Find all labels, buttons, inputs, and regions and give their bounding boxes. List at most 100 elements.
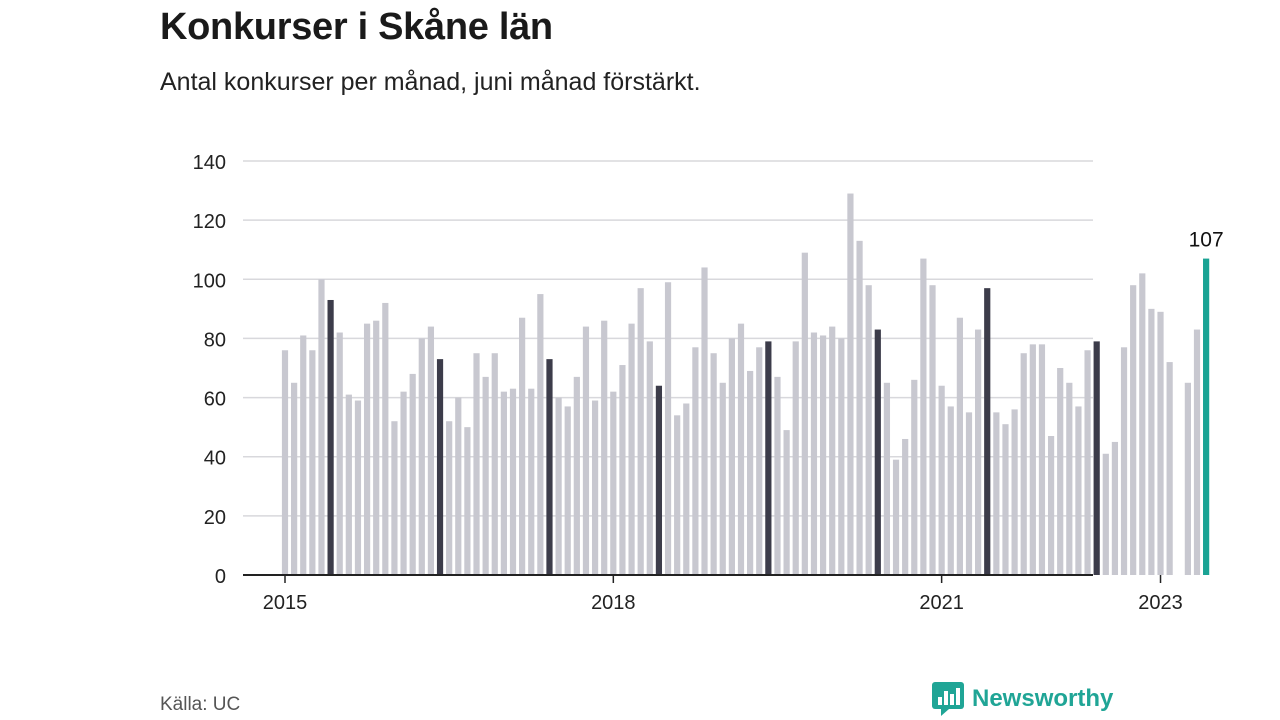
bar bbox=[883, 382, 891, 575]
y-tick-label: 40 bbox=[204, 448, 226, 470]
bar bbox=[610, 391, 617, 575]
y-tick-label: 100 bbox=[193, 270, 226, 292]
bar bbox=[628, 323, 635, 575]
bar bbox=[1148, 308, 1155, 575]
value-annotation: 107 bbox=[1189, 229, 1224, 252]
bar bbox=[1066, 382, 1073, 575]
bar bbox=[601, 320, 608, 575]
bar bbox=[528, 388, 535, 575]
bar bbox=[1038, 344, 1046, 575]
bar bbox=[965, 412, 973, 575]
bar bbox=[1075, 406, 1082, 575]
bar bbox=[728, 338, 735, 575]
bar bbox=[838, 338, 845, 575]
x-tick-label: 2023 bbox=[1138, 592, 1183, 614]
bar bbox=[701, 267, 708, 575]
bar bbox=[409, 373, 416, 575]
bar bbox=[956, 317, 963, 575]
bar bbox=[391, 421, 398, 575]
bar bbox=[874, 329, 881, 575]
bar bbox=[1057, 368, 1064, 575]
bar bbox=[546, 359, 553, 575]
bar bbox=[1093, 341, 1100, 575]
bar bbox=[1084, 350, 1091, 575]
bar bbox=[1102, 453, 1109, 575]
bar bbox=[619, 365, 626, 575]
bar bbox=[747, 370, 754, 575]
bar bbox=[345, 394, 352, 575]
bar bbox=[783, 430, 790, 575]
x-tick-label: 2018 bbox=[591, 592, 636, 614]
bar bbox=[847, 193, 854, 575]
bar bbox=[810, 332, 818, 575]
bar bbox=[509, 388, 517, 575]
bar bbox=[1139, 273, 1146, 575]
chart-subtitle: Antal konkurser per månad, juni månad fö… bbox=[160, 68, 701, 96]
bar bbox=[719, 382, 726, 575]
y-tick-label: 80 bbox=[204, 329, 226, 351]
y-tick-label: 20 bbox=[204, 507, 226, 529]
bar bbox=[336, 332, 343, 575]
bar bbox=[892, 459, 900, 575]
bar bbox=[1157, 311, 1164, 575]
chart-title: Konkurser i Skåne län bbox=[160, 6, 553, 48]
bar bbox=[801, 252, 808, 575]
bar bbox=[975, 329, 982, 575]
source-note: Källa: UC bbox=[160, 694, 241, 715]
bar bbox=[473, 353, 480, 575]
bar bbox=[792, 341, 799, 575]
newsworthy-brand[interactable]: Newsworthy bbox=[932, 682, 1113, 716]
bar bbox=[1020, 353, 1027, 575]
bar bbox=[281, 350, 289, 575]
bar bbox=[1011, 409, 1018, 575]
bar bbox=[911, 379, 918, 575]
bar bbox=[318, 279, 325, 575]
bar bbox=[938, 385, 945, 575]
bar bbox=[902, 438, 909, 575]
bar bbox=[664, 282, 672, 575]
bar bbox=[756, 347, 763, 575]
bar bbox=[856, 240, 863, 576]
bar bbox=[446, 421, 453, 575]
bar bbox=[819, 335, 827, 575]
bar bbox=[1166, 362, 1173, 575]
bar bbox=[993, 412, 1000, 575]
bar bbox=[464, 427, 471, 575]
bar bbox=[683, 403, 690, 575]
bar bbox=[573, 376, 580, 575]
bar bbox=[327, 299, 334, 575]
bar bbox=[947, 406, 954, 575]
bar bbox=[436, 359, 444, 575]
x-tick-label: 2021 bbox=[919, 592, 964, 614]
bar bbox=[555, 397, 562, 575]
bar bbox=[564, 406, 571, 575]
bar bbox=[291, 382, 298, 575]
bar bbox=[1193, 329, 1201, 575]
bar bbox=[646, 341, 653, 575]
x-tick-label: 2015 bbox=[263, 592, 308, 614]
bar bbox=[500, 391, 507, 575]
y-tick-label: 0 bbox=[215, 566, 226, 588]
bar bbox=[710, 353, 717, 575]
bar bbox=[427, 326, 435, 575]
brand-name: Newsworthy bbox=[972, 685, 1114, 712]
bar bbox=[984, 288, 991, 575]
bar bbox=[1184, 382, 1191, 575]
bar bbox=[591, 400, 599, 575]
bar bbox=[655, 385, 663, 575]
y-tick-label: 140 bbox=[193, 152, 226, 174]
bar bbox=[692, 347, 699, 575]
bar bbox=[1203, 258, 1210, 575]
bar bbox=[519, 317, 526, 575]
bar bbox=[829, 326, 836, 575]
bar bbox=[774, 376, 781, 575]
bar bbox=[400, 391, 407, 575]
bar bbox=[1130, 285, 1137, 575]
bar bbox=[582, 326, 590, 575]
bar bbox=[537, 294, 544, 575]
bar bbox=[865, 285, 872, 575]
bar bbox=[418, 338, 425, 575]
bar bbox=[309, 350, 316, 575]
bar bbox=[920, 258, 927, 575]
bar bbox=[1029, 344, 1036, 575]
